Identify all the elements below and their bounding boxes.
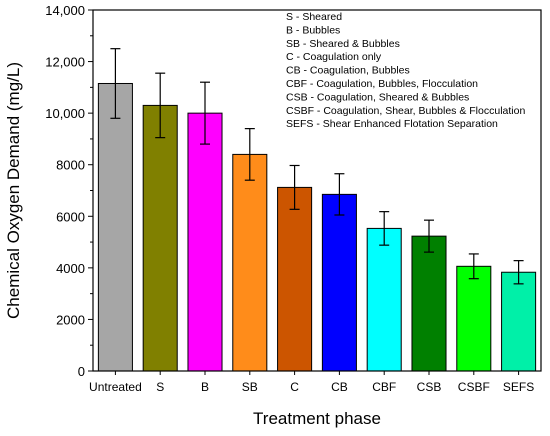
x-tick-label: CSB (417, 380, 442, 394)
error-bar-c (289, 164, 300, 210)
legend-entry: B - Bubbles (286, 24, 340, 36)
x-tick-label: SB (242, 380, 258, 394)
y-tick-label: 2000 (56, 312, 85, 327)
legend-entry: CB - Coagulation, Bubbles (286, 65, 410, 77)
y-axis-ticks: 0 2000 4000 6000 8000 10,000 12,000 14,000 (45, 3, 93, 379)
x-tick-label: CBF (372, 380, 396, 394)
bar-sefs (501, 271, 537, 372)
bar-untreated (97, 82, 133, 372)
y-tick-label: 8000 (56, 158, 85, 173)
legend-entry: SB - Sheared & Bubbles (286, 38, 400, 50)
x-tick-label: S (156, 380, 164, 394)
y-axis-title: Chemical Oxygen Demand (mg/L) (4, 62, 23, 319)
x-axis-ticks: Untreated S B SB C CB CBF CSB CSBF SEFS (89, 371, 534, 394)
y-tick-label: 14,000 (45, 3, 85, 18)
legend-entry: CSB - Coagulation, Sheared & Bubbles (286, 91, 469, 103)
bar-s (142, 104, 178, 372)
legend-entry: S - Sheared (286, 11, 342, 23)
error-bar-sefs (513, 260, 524, 285)
legend-entry: CBF - Coagulation, Bubbles, Flocculation (286, 78, 478, 90)
y-tick-label: 6000 (56, 209, 85, 224)
y-tick-label: 10,000 (45, 106, 85, 121)
error-bar-cbf (379, 211, 390, 246)
legend-entry: C - Coagulation only (286, 51, 382, 63)
x-axis-title: Treatment phase (253, 409, 381, 428)
y-tick-label: 12,000 (45, 55, 85, 70)
bar-csb (411, 235, 447, 372)
x-tick-label: CSBF (458, 380, 490, 394)
x-tick-label: SEFS (503, 380, 534, 394)
error-bar-untreated (110, 48, 121, 119)
x-tick-label: CB (331, 380, 348, 394)
y-tick-label: 0 (78, 364, 85, 379)
error-bar-b (200, 81, 210, 145)
y-tick-label: 4000 (56, 261, 85, 276)
bar-b (187, 112, 223, 372)
x-tick-label: C (290, 380, 299, 394)
x-tick-label: B (201, 380, 209, 394)
bar-cb (321, 193, 357, 372)
bar-c (277, 186, 313, 372)
error-bar-csbf (468, 253, 479, 280)
error-bar-csb (424, 219, 434, 253)
error-bar-sb (244, 128, 255, 181)
error-bar-cb (334, 173, 345, 216)
bar-cbf (366, 227, 402, 372)
bar-sb (232, 153, 268, 372)
legend-entry: CSBF - Coagulation, Shear, Bubbles & Flo… (286, 105, 525, 117)
bar-csbf (456, 265, 492, 372)
error-bars-layer (110, 48, 524, 285)
x-tick-label: Untreated (89, 380, 142, 394)
error-bar-s (155, 72, 166, 139)
legend-entry: SEFS - Shear Enhanced Flotation Separati… (286, 118, 498, 130)
